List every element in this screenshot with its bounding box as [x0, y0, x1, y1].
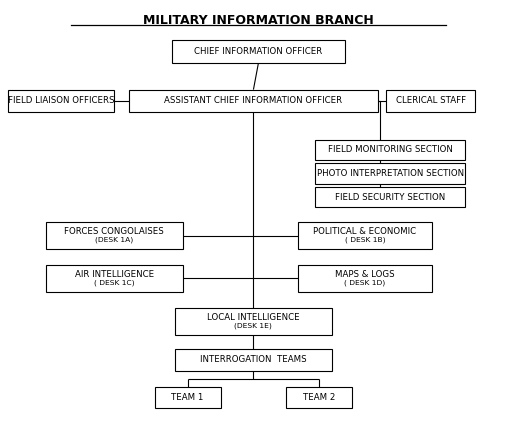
Text: MAPS & LOGS: MAPS & LOGS — [335, 270, 394, 279]
FancyBboxPatch shape — [8, 90, 114, 112]
Text: CLERICAL STAFF: CLERICAL STAFF — [396, 96, 466, 105]
FancyBboxPatch shape — [129, 90, 377, 112]
Text: INTERROGATION  TEAMS: INTERROGATION TEAMS — [200, 355, 307, 364]
Text: FIELD LIAISON OFFICERS: FIELD LIAISON OFFICERS — [8, 96, 114, 105]
FancyBboxPatch shape — [315, 187, 465, 208]
Text: ( DESK 1C): ( DESK 1C) — [94, 280, 134, 286]
FancyBboxPatch shape — [175, 308, 332, 335]
Text: MILITARY INFORMATION BRANCH: MILITARY INFORMATION BRANCH — [143, 14, 374, 27]
FancyBboxPatch shape — [315, 163, 465, 184]
Text: POLITICAL & ECONOMIC: POLITICAL & ECONOMIC — [313, 227, 417, 236]
Text: (DESK 1E): (DESK 1E) — [235, 323, 272, 329]
FancyBboxPatch shape — [386, 90, 475, 112]
FancyBboxPatch shape — [155, 387, 220, 408]
Text: AIR INTELLIGENCE: AIR INTELLIGENCE — [74, 270, 154, 279]
FancyBboxPatch shape — [45, 265, 183, 292]
Text: (DESK 1A): (DESK 1A) — [95, 237, 133, 243]
Text: ( DESK 1D): ( DESK 1D) — [344, 280, 386, 286]
Text: CHIEF INFORMATION OFFICER: CHIEF INFORMATION OFFICER — [194, 47, 323, 56]
FancyBboxPatch shape — [45, 222, 183, 249]
FancyBboxPatch shape — [315, 140, 465, 160]
FancyBboxPatch shape — [175, 349, 332, 371]
Text: LOCAL INTELLIGENCE: LOCAL INTELLIGENCE — [207, 312, 300, 322]
FancyBboxPatch shape — [298, 265, 432, 292]
Text: FIELD MONITORING SECTION: FIELD MONITORING SECTION — [328, 146, 453, 154]
Text: TEAM 1: TEAM 1 — [171, 393, 204, 402]
Text: ( DESK 1B): ( DESK 1B) — [345, 237, 385, 243]
Text: FORCES CONGOLAISES: FORCES CONGOLAISES — [64, 227, 164, 236]
FancyBboxPatch shape — [172, 40, 345, 62]
Text: ASSISTANT CHIEF INFORMATION OFFICER: ASSISTANT CHIEF INFORMATION OFFICER — [164, 96, 342, 105]
Text: PHOTO INTERPRETATION SECTION: PHOTO INTERPRETATION SECTION — [317, 169, 464, 178]
FancyBboxPatch shape — [286, 387, 352, 408]
Text: FIELD SECURITY SECTION: FIELD SECURITY SECTION — [335, 193, 445, 201]
Text: TEAM 2: TEAM 2 — [303, 393, 336, 402]
FancyBboxPatch shape — [298, 222, 432, 249]
